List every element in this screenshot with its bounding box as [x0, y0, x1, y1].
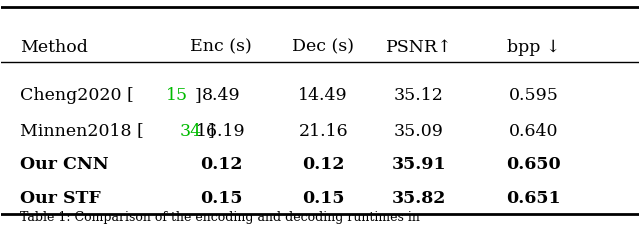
Text: Cheng2020 [: Cheng2020 [ [20, 87, 134, 104]
Text: 0.595: 0.595 [509, 87, 559, 104]
Text: ]: ] [207, 123, 214, 140]
Text: Minnen2018 [: Minnen2018 [ [20, 123, 143, 140]
Text: 15: 15 [166, 87, 188, 104]
Text: Table 1: Comparison of the encoding and decoding runtimes in: Table 1: Comparison of the encoding and … [20, 211, 420, 224]
Text: 0.12: 0.12 [302, 156, 344, 173]
Text: 0.650: 0.650 [506, 156, 561, 173]
Text: 16.19: 16.19 [196, 123, 246, 140]
Text: Our CNN: Our CNN [20, 156, 108, 173]
Text: 35.09: 35.09 [394, 123, 444, 140]
Text: Our STF: Our STF [20, 190, 100, 207]
Text: Method: Method [20, 39, 88, 56]
Text: PSNR↑: PSNR↑ [386, 39, 452, 56]
Text: 35.91: 35.91 [392, 156, 446, 173]
Text: ]: ] [195, 87, 202, 104]
Text: 35.82: 35.82 [392, 190, 446, 207]
Text: Enc (s): Enc (s) [190, 39, 252, 56]
Text: 0.12: 0.12 [200, 156, 242, 173]
Text: Dec (s): Dec (s) [292, 39, 354, 56]
Text: 0.640: 0.640 [509, 123, 559, 140]
Text: 21.16: 21.16 [298, 123, 348, 140]
Text: 0.15: 0.15 [302, 190, 344, 207]
Text: bpp ↓: bpp ↓ [508, 39, 561, 56]
Text: 0.651: 0.651 [507, 190, 561, 207]
Text: 8.49: 8.49 [202, 87, 241, 104]
Text: 14.49: 14.49 [298, 87, 348, 104]
Text: 0.15: 0.15 [200, 190, 243, 207]
Text: 34: 34 [179, 123, 202, 140]
Text: 35.12: 35.12 [394, 87, 444, 104]
